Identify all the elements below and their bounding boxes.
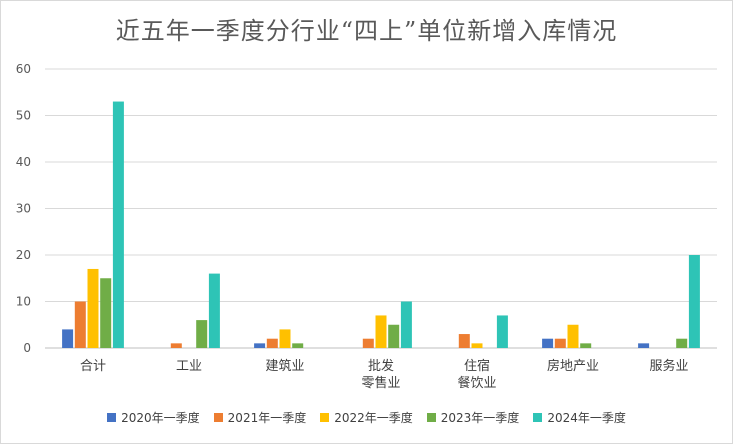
- bar: [375, 315, 387, 348]
- bar: [400, 301, 412, 348]
- legend-label: 2023年一季度: [440, 411, 520, 425]
- legend-label: 2022年一季度: [334, 411, 413, 425]
- chart-title: 近五年一季度分行业“四上”单位新增入库情况: [115, 17, 618, 45]
- y-tick-label: 20: [16, 248, 31, 262]
- legend-label: 2024年一季度: [547, 411, 626, 425]
- legend-swatch: [320, 413, 330, 422]
- bar: [567, 324, 579, 348]
- y-tick-label: 50: [16, 109, 31, 123]
- bar: [638, 343, 650, 348]
- legend-item: 2024年一季度: [533, 409, 626, 426]
- y-tick-label: 10: [16, 295, 31, 309]
- y-tick-label: 0: [23, 341, 31, 355]
- bar: [196, 320, 208, 348]
- legend-swatch: [213, 413, 223, 422]
- legend-label: 2020年一季度: [121, 411, 200, 425]
- bar: [676, 338, 688, 348]
- bar: [100, 278, 112, 348]
- bar: [471, 343, 483, 348]
- bar: [112, 101, 124, 348]
- legend-swatch: [107, 413, 117, 422]
- bar: [388, 324, 400, 348]
- x-tick-label: 服务业: [649, 358, 688, 374]
- y-tick-label: 60: [16, 62, 31, 76]
- bar: [362, 338, 374, 348]
- bar: [254, 343, 266, 348]
- legend-item: 2020年一季度: [107, 409, 200, 426]
- bar: [74, 301, 86, 348]
- bar: [542, 338, 554, 348]
- bar: [688, 255, 700, 348]
- legend: 2020年一季度 2021年一季度 2022年一季度 2023年一季度 2024年一季度: [1, 409, 732, 426]
- bar: [87, 268, 99, 348]
- bar: [580, 343, 592, 348]
- legend-swatch: [533, 413, 543, 422]
- x-tick-label: 房地产业: [547, 358, 599, 374]
- bar: [208, 273, 220, 348]
- bar: [170, 343, 182, 348]
- x-tick-label: 建筑业: [265, 358, 304, 374]
- x-tick-label: 工业: [176, 359, 202, 374]
- bar: [266, 338, 278, 348]
- legend-swatch: [426, 413, 436, 422]
- x-tick-label: 批发零售业: [361, 358, 400, 391]
- bar: [458, 334, 470, 348]
- x-tick-label: 合计: [80, 359, 106, 374]
- legend-item: 2022年一季度: [320, 409, 413, 426]
- bar: [292, 343, 304, 348]
- bar: [496, 315, 508, 348]
- bar: [62, 329, 74, 348]
- bar: [554, 338, 566, 348]
- legend-item: 2023年一季度: [426, 409, 520, 426]
- legend-item: 2021年一季度: [213, 409, 307, 426]
- y-tick-label: 30: [16, 202, 31, 216]
- y-tick-label: 40: [16, 155, 31, 169]
- legend-label: 2021年一季度: [227, 411, 307, 425]
- bar: [279, 329, 291, 348]
- x-tick-label: 住宿餐饮业: [457, 358, 496, 391]
